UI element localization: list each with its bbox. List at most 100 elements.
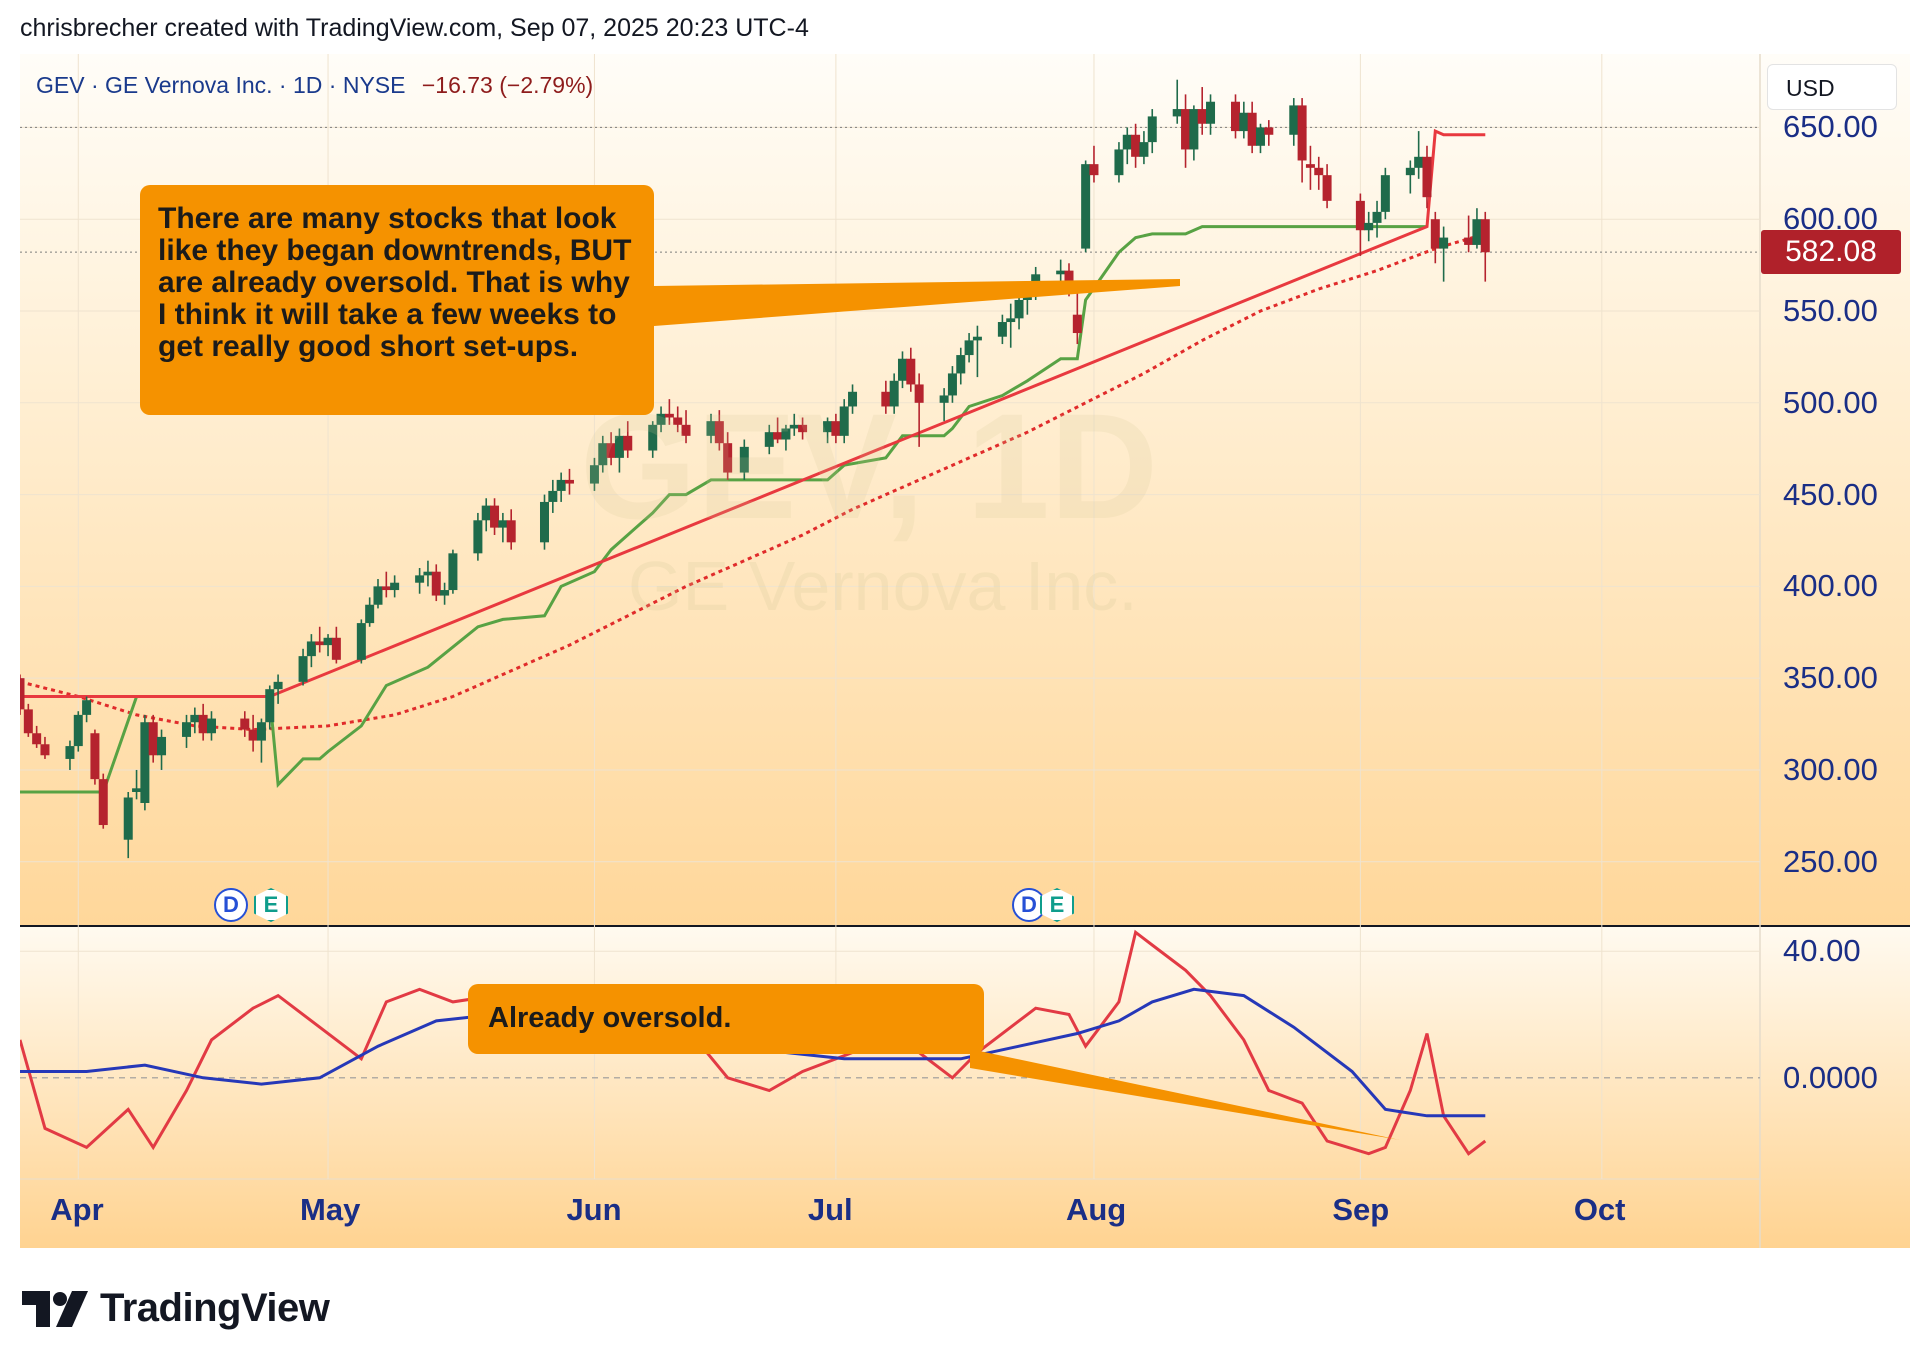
candle-body: [1380, 175, 1390, 212]
price-tick-label: 450.00: [1783, 476, 1878, 512]
earnings-badge[interactable]: E: [254, 888, 288, 922]
candle-body: [614, 435, 624, 458]
symbol-change: −16.73 (−2.79%): [421, 72, 594, 98]
candle-body: [1181, 109, 1191, 150]
time-tick-label: Aug: [1065, 1192, 1127, 1227]
candle-body: [190, 714, 200, 723]
candle-body: [947, 373, 957, 396]
annotation-pointer-main: [654, 279, 1180, 326]
candle-body: [1322, 175, 1332, 201]
symbol-legend[interactable]: GEV · GE Vernova Inc. · 1D · NYSE −16.73…: [36, 72, 593, 99]
candle-body: [140, 722, 150, 804]
candle-body: [1355, 200, 1365, 231]
candle-body: [889, 380, 899, 407]
candle-body: [498, 520, 508, 528]
candle-body: [1114, 149, 1124, 176]
legend-separator: ·: [278, 72, 293, 98]
candle-body: [65, 746, 75, 759]
earnings-badge[interactable]: E: [1040, 888, 1074, 922]
price-tick-label: 400.00: [1783, 568, 1878, 604]
candle-body: [365, 604, 375, 624]
candle-body: [739, 446, 749, 473]
candle-body: [823, 421, 833, 433]
candle-body: [964, 340, 974, 356]
candle-body: [1172, 109, 1182, 117]
candle-body: [1064, 270, 1074, 282]
candle-body: [256, 722, 266, 741]
candle-body: [157, 736, 167, 756]
candle-body: [323, 637, 333, 646]
candle-body: [273, 681, 283, 690]
candle-body: [240, 718, 250, 730]
candle-body: [773, 432, 783, 440]
watermark-company: GE Vernova Inc.: [628, 547, 1138, 625]
candle-body: [1197, 109, 1207, 124]
annotation-arrows: [654, 279, 1400, 1140]
candle-body: [997, 322, 1007, 337]
candle-body: [839, 406, 849, 436]
candle-body: [548, 490, 558, 502]
candle-body: [1364, 222, 1374, 231]
candle-body: [448, 553, 458, 591]
candle-body: [306, 641, 316, 657]
dividend-badge[interactable]: D: [1012, 888, 1046, 922]
time-tick-label: May: [300, 1192, 361, 1227]
candle-body: [473, 520, 483, 554]
candle-body: [90, 733, 100, 780]
candle-body: [206, 718, 216, 734]
candle-body: [906, 358, 916, 385]
oscillator-slow-line: [20, 987, 1486, 1118]
indicator-pane-bg: [20, 926, 1910, 1248]
candle-body: [1147, 116, 1157, 143]
candle-body: [706, 421, 716, 436]
price-tick-label: 350.00: [1783, 660, 1878, 696]
candle-body: [23, 709, 33, 734]
candle-body: [390, 582, 400, 591]
candle-body: [1305, 164, 1315, 168]
candle-body: [1089, 164, 1099, 176]
symbol-exchange: NYSE: [342, 72, 406, 98]
candle-body: [1255, 127, 1265, 146]
candle-body: [1405, 167, 1415, 176]
candle-body: [331, 637, 341, 660]
candle-body: [1464, 237, 1474, 245]
candle-body: [1231, 101, 1241, 132]
candle-body: [148, 722, 158, 756]
candle-body: [1439, 237, 1449, 249]
candle-body: [714, 421, 724, 444]
time-tick-label: Sep: [1332, 1192, 1390, 1227]
candle-body: [939, 395, 949, 403]
candle-body: [440, 590, 450, 596]
candle-body: [265, 689, 275, 723]
candle-body: [490, 505, 500, 528]
indicator-tick-label: 40.00: [1783, 933, 1861, 969]
time-tick-label: Jul: [807, 1192, 853, 1227]
currency-selector[interactable]: USD: [1767, 64, 1897, 110]
candle-body: [82, 700, 92, 715]
candle-body: [506, 520, 516, 543]
indicator-tick-label: 0.0000: [1783, 1059, 1878, 1095]
candle-body: [656, 413, 666, 425]
candle-body: [606, 443, 616, 458]
candle-body: [1014, 299, 1024, 319]
candles-layer: [20, 79, 1490, 859]
tradingview-mark-icon: [22, 1290, 88, 1327]
candle-body: [972, 336, 982, 341]
candle-body: [623, 435, 633, 451]
candle-body: [781, 428, 791, 440]
candle-body: [315, 641, 325, 646]
candle-body: [1297, 105, 1307, 161]
candle-body: [556, 479, 566, 491]
price-tick-label: 500.00: [1783, 384, 1878, 420]
candle-body: [681, 424, 691, 436]
time-tick-label: Apr: [50, 1192, 104, 1227]
candle-body: [1139, 142, 1149, 157]
candle-body: [1131, 134, 1141, 157]
candle-body: [648, 424, 658, 451]
tradingview-brand-text: TradingView: [100, 1286, 330, 1330]
dividend-badge[interactable]: D: [214, 888, 248, 922]
candle-body: [1081, 164, 1091, 249]
candle-body: [1264, 127, 1274, 135]
candle-body: [673, 417, 683, 425]
candle-body: [723, 443, 733, 473]
